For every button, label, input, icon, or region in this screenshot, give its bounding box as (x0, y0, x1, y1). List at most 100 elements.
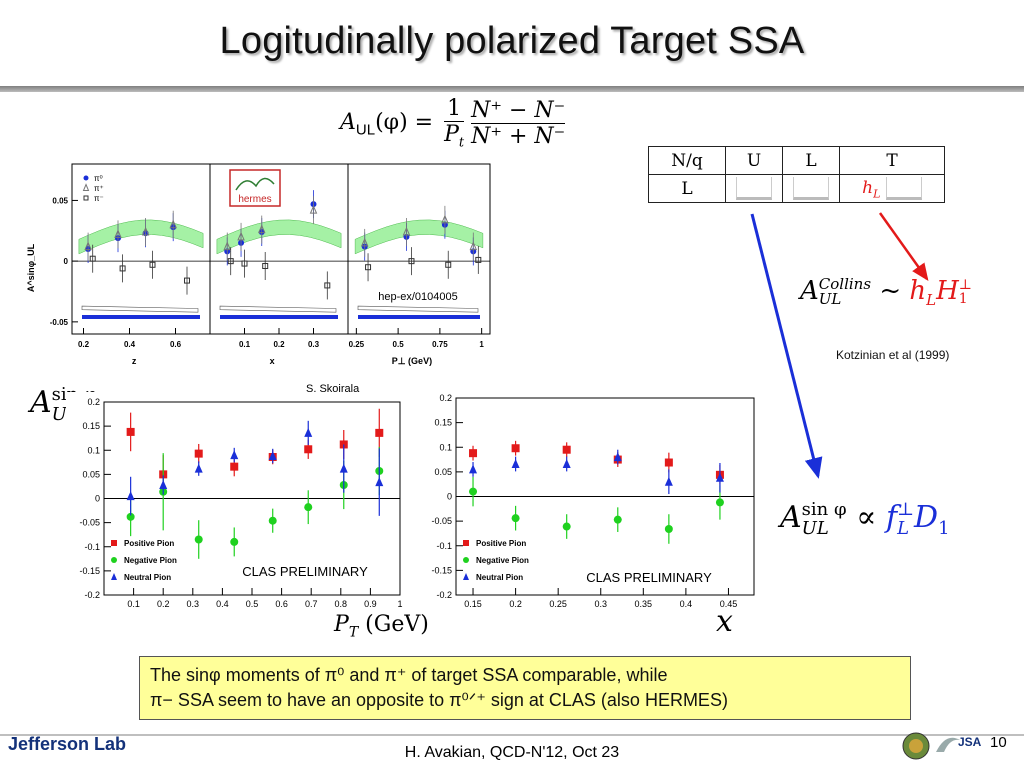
y-tick-label: 0 (95, 494, 100, 504)
data-point (562, 445, 571, 454)
data-point (262, 263, 269, 269)
annotation-text: CLAS PRELIMINARY (242, 564, 368, 579)
data-point (149, 261, 156, 268)
data-point (469, 464, 478, 474)
y-tick-label: -0.15 (79, 566, 100, 576)
note-line-2: π− SSA seem to have an opposite to π⁰ᐟ⁺ … (150, 690, 728, 710)
data-point (230, 537, 239, 546)
legend: Positive Pion Negative Pion Neutral Pion (463, 539, 529, 582)
x-axis-label: x (716, 604, 733, 639)
data-point (223, 241, 232, 251)
x-tick-label: 0.75 (432, 340, 448, 349)
y-tick-label: 0.2 (439, 393, 452, 403)
series-negative-pion (469, 476, 724, 544)
formula-fraction: N⁺ − N⁻ N⁺ + N⁻ (471, 98, 566, 149)
hermes-panel: 0.1 0.2 0.3 x (209, 163, 349, 366)
legend-marker (111, 573, 117, 580)
arrow-blue (750, 213, 823, 479)
arrow-red (878, 212, 929, 282)
y-tick-label: -0.1 (84, 542, 100, 552)
x-tick-label: 0.6 (170, 340, 182, 349)
hermes-panel: 0.2 0.4 0.6 z (71, 163, 211, 366)
legend-marker (463, 573, 469, 580)
y-tick-label: 0 (447, 492, 452, 502)
data-point (230, 450, 239, 460)
data-point (715, 498, 724, 507)
data-point (141, 226, 150, 236)
x-tick-label: 0.4 (124, 340, 136, 349)
formula-coef-num: 1 (444, 96, 465, 122)
hermes-legend: π⁰π⁺π⁻ (82, 174, 104, 203)
hermes-logo-tracks (235, 177, 275, 191)
annotation-group: CLAS PRELIMINARY (220, 562, 390, 580)
formula-coef: 1 Pt (444, 96, 465, 150)
data-point (562, 458, 571, 468)
series-neutral-pion (126, 420, 384, 516)
model-band (354, 219, 484, 255)
systematic-band-blue (82, 315, 200, 319)
annotation-group: CLAS PRELIMINARY (564, 568, 734, 586)
y-tick-label: 0.2 (87, 397, 100, 407)
data-point (408, 258, 415, 265)
y-tick-label: 0.05 (82, 469, 100, 479)
data-point (375, 428, 384, 437)
data-point (613, 515, 622, 524)
collins-scripts: Collins UL (819, 277, 871, 307)
data-point (230, 462, 239, 471)
fl-f: f (886, 500, 898, 535)
fl-rhs: f ⊥ L D1 (886, 500, 950, 539)
hermes-logo-text: hermes (238, 194, 271, 205)
y-tick-label: 0 (64, 257, 69, 266)
hermes-panel: 0.25 0.5 0.75 1 P⊥ (GeV) (347, 163, 491, 366)
row-label-l: L (648, 174, 726, 203)
fl-sub: UL (801, 518, 829, 539)
data-point (360, 237, 369, 247)
x-tick-label: 0.3 (594, 599, 607, 609)
data-point (339, 463, 348, 473)
data-point (445, 261, 452, 268)
fl-f-sub: L (897, 518, 910, 539)
hermes-series (227, 247, 331, 300)
legend-marker (111, 557, 117, 563)
cell-ll-placeholder (793, 177, 829, 200)
footer-divider (0, 734, 1024, 736)
title-divider (0, 86, 1024, 92)
pt-sub: T (348, 624, 359, 641)
summary-note: The sinφ moments of π⁰ and π⁺ of target … (139, 656, 911, 720)
fl-sup: sin φ (801, 499, 847, 520)
x-tick-label: 0.1 (239, 340, 251, 349)
asymmetry-formula: AUL(φ) = 1 Pt N⁺ − N⁻ N⁺ + N⁻ (340, 96, 590, 156)
annotation-text: hep-ex/0104005 (378, 291, 458, 303)
data-point (402, 226, 411, 236)
footer-text: H. Avakian, QCD-N'12, Oct 23 (404, 744, 620, 761)
header-l: L (782, 146, 840, 175)
y-tick-label: 0.05 (52, 196, 68, 205)
collins-sub: UL (818, 290, 842, 308)
doe-seal-center-icon (909, 739, 923, 753)
slide-title: Logitudinally polarized Target SSA (219, 20, 805, 62)
hermes-series (360, 205, 478, 261)
y-tick-label: 0.15 (434, 418, 452, 428)
collins-h-sub: L (926, 291, 937, 310)
hermes-logo-frame (229, 169, 281, 207)
data-point (227, 258, 234, 265)
systematic-band-outline (219, 305, 337, 313)
annotation-bg (564, 568, 734, 586)
legend-marker (463, 540, 469, 546)
clas-pt-chart: 0.2 0.15 0.1 0.05 0 -0.05 -0.1 -0.15 -0.2 0.1 0.2 0… (66, 392, 412, 610)
x-tick-label: 0.3 (308, 340, 320, 349)
y-tick-label: -0.05 (50, 318, 69, 327)
collins-H: H (936, 276, 959, 306)
data-point (194, 449, 203, 458)
y-tick-label: 0.1 (87, 445, 100, 455)
data-point (184, 277, 190, 284)
fl-d: D (914, 500, 939, 535)
hl-sub: L (873, 187, 881, 201)
y-tick-label: 0.15 (82, 421, 100, 431)
x-tick-label: 0.4 (680, 599, 693, 609)
x-tick-label: 1 (397, 599, 402, 609)
hermes-series (89, 244, 190, 295)
data-point (159, 479, 168, 489)
x-tick-label: 0.9 (364, 599, 377, 609)
